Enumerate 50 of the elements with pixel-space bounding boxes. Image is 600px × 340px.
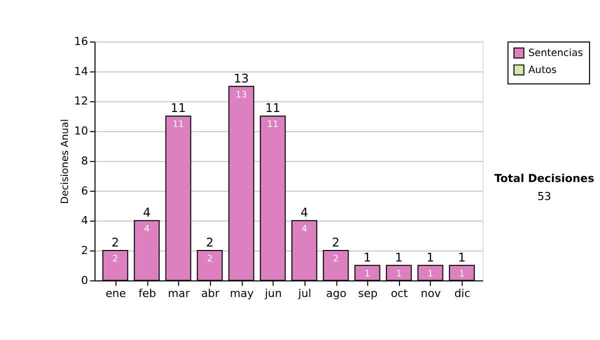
x-tick-label: mar xyxy=(168,286,190,300)
data-label: 11 xyxy=(172,120,184,130)
x-tick-label: oct xyxy=(390,286,409,300)
y-tick-label: 0 xyxy=(81,274,88,287)
data-label: 2 xyxy=(112,254,118,264)
x-tick-label: feb xyxy=(138,286,156,300)
data-label: 4 xyxy=(144,224,150,235)
x-tick-label: may xyxy=(230,286,254,300)
x-tick-label: ago xyxy=(326,286,347,300)
y-tick-label: 16 xyxy=(74,35,88,48)
text: Total Decisiones xyxy=(494,172,594,185)
y-axis-title: Decisiones Anual xyxy=(60,118,72,204)
y-tick-label: 4 xyxy=(81,214,88,228)
total-label: 11 xyxy=(170,101,186,116)
total-label: 13 xyxy=(234,71,249,86)
x-tick-label: jun xyxy=(264,286,282,300)
data-label: 13 xyxy=(236,90,247,100)
total-label: 11 xyxy=(265,101,280,116)
text: 53 xyxy=(537,190,552,203)
data-label: 1 xyxy=(396,269,402,280)
x-tick-label: jul xyxy=(297,286,312,300)
y-tick-label: 8 xyxy=(81,154,88,168)
x-tick-label: nov xyxy=(420,286,442,300)
total-label: 1 xyxy=(426,250,434,264)
data-label: 4 xyxy=(301,224,308,235)
total-label: 2 xyxy=(206,236,214,250)
y-tick-label: 6 xyxy=(81,184,88,198)
legend-label: Autos xyxy=(528,64,557,76)
total-label: 1 xyxy=(395,250,403,264)
y-tick-label: 12 xyxy=(74,94,88,108)
y-tick-label: 14 xyxy=(74,64,88,78)
total-label: 1 xyxy=(364,250,372,264)
x-tick-label: sep xyxy=(358,286,378,300)
total-label: 4 xyxy=(300,206,308,220)
total-label: 1 xyxy=(458,250,466,264)
data-label: 11 xyxy=(267,120,278,130)
data-label: 1 xyxy=(364,269,370,280)
y-tick-label: 10 xyxy=(74,124,88,138)
x-tick-label: ene xyxy=(106,286,126,300)
data-label: 1 xyxy=(428,269,434,280)
x-tick-label: abr xyxy=(201,286,220,300)
total-label: 2 xyxy=(111,236,120,250)
x-tick-label: dic xyxy=(454,286,470,300)
total-label: 2 xyxy=(332,236,340,250)
y-tick-label: 2 xyxy=(81,244,88,257)
data-label: 2 xyxy=(332,254,339,264)
total-label: 4 xyxy=(142,206,151,220)
data-label: 1 xyxy=(459,269,465,280)
data-label: 2 xyxy=(206,254,213,264)
legend-label: Sentencias xyxy=(528,48,583,59)
